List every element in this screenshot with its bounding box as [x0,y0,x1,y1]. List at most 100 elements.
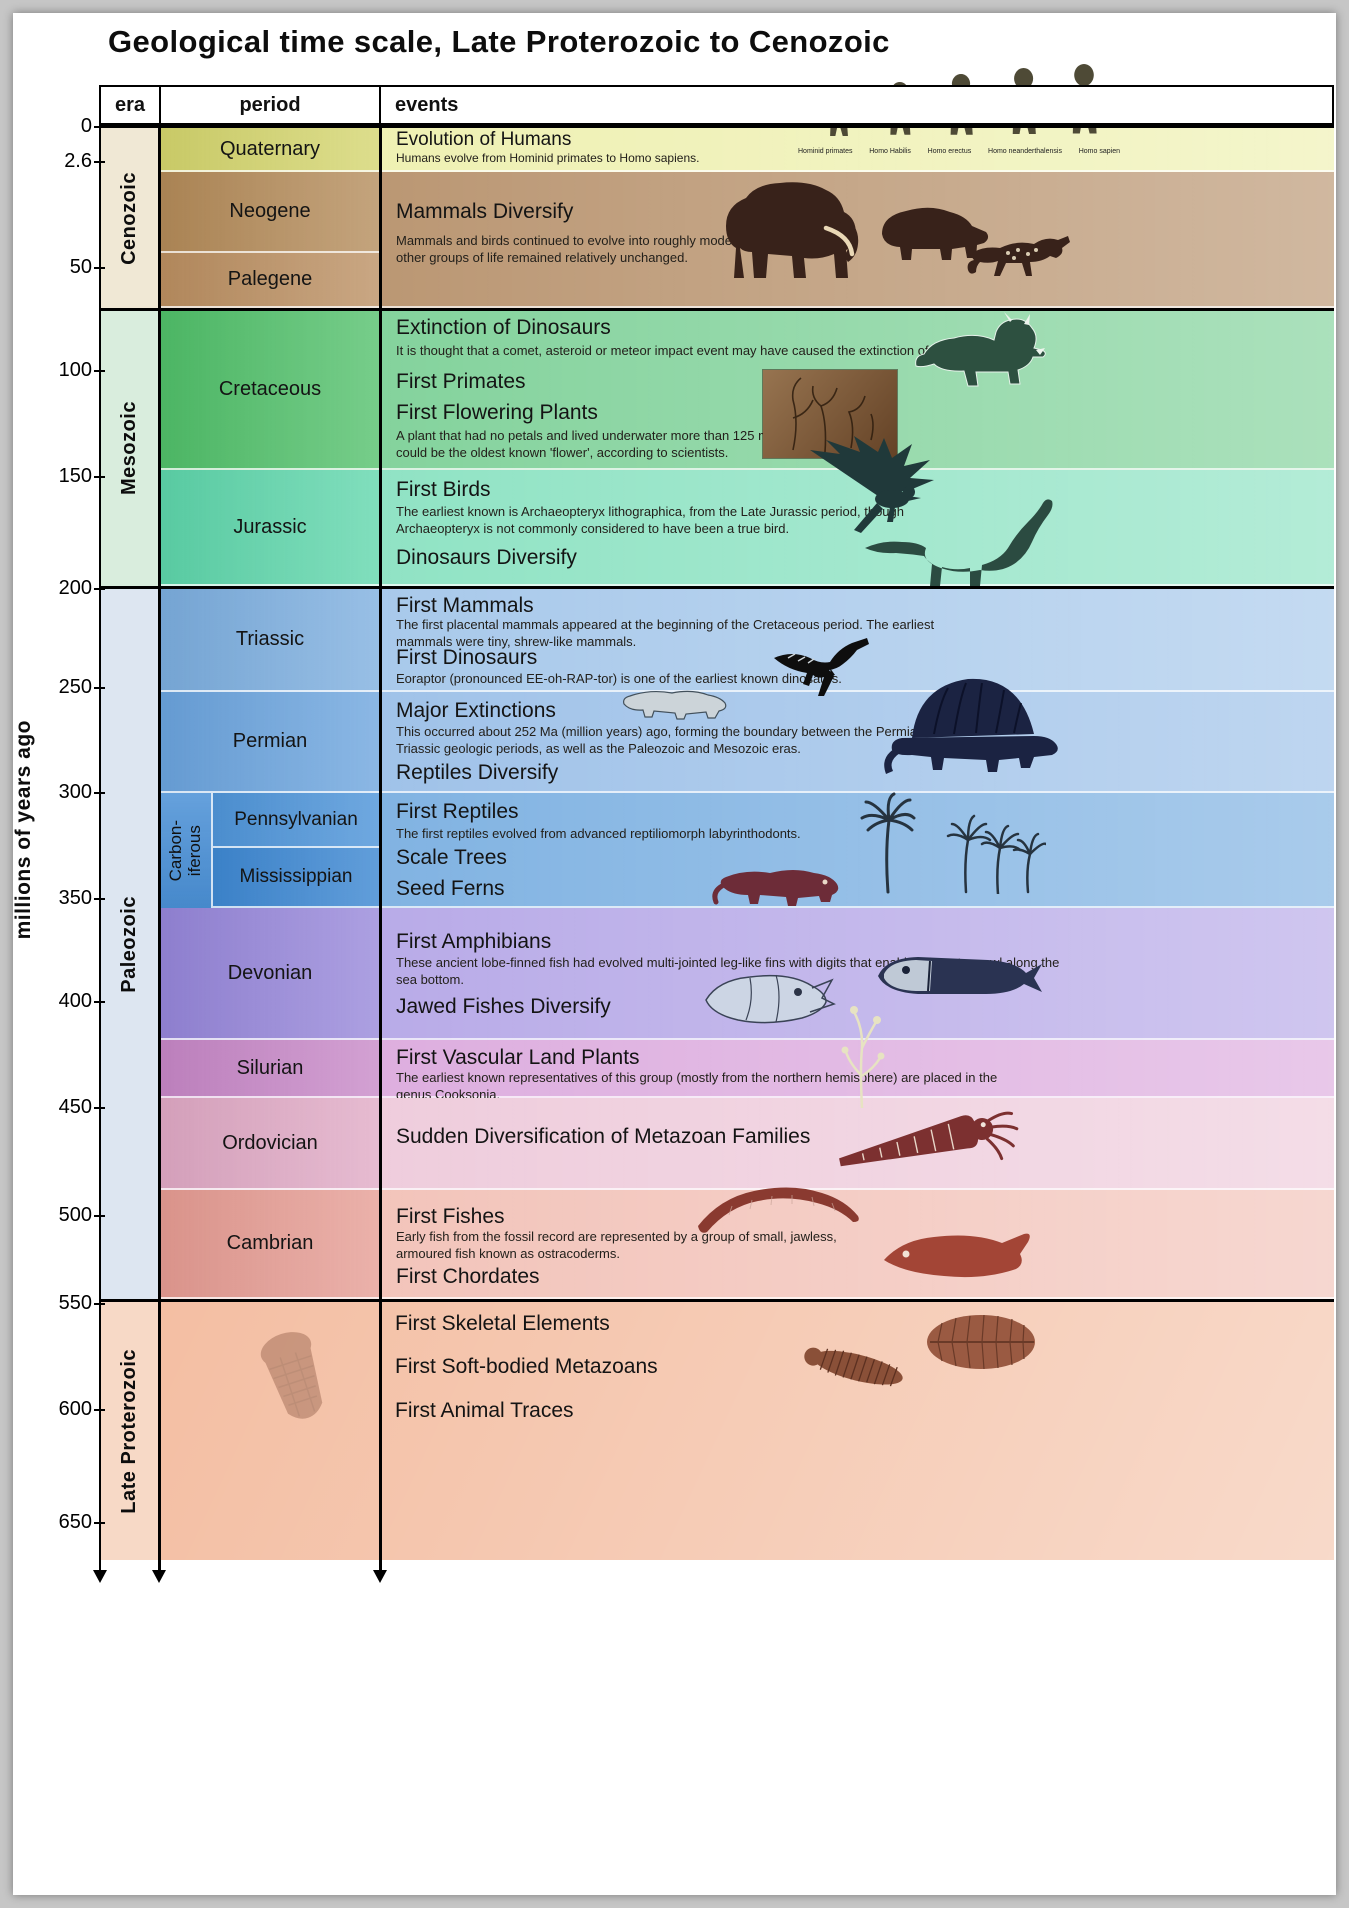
event-heading: Dinosaurs Diversify [396,546,577,569]
column-header-label: period [239,93,301,116]
event-description: The first placental mammals appeared at … [396,617,935,650]
axis-title-text: millions of years ago [12,720,35,940]
event-heading: First Soft-bodied Metazoans [395,1355,658,1378]
period-label: Ordovician [222,1131,318,1154]
page-title: Geological time scale, Late Proterozoic … [108,24,890,59]
chart-top-line [99,125,1334,128]
column-header-label: era [114,93,146,116]
axis-tick: 250 [8,676,105,699]
event-heading: First Amphibians [396,930,552,953]
period-label: Cretaceous [218,378,322,400]
event-description: The earliest known is Archaeopteryx lith… [396,504,904,537]
caption: Hominid primates [798,148,853,155]
axis-tick: 300 [8,781,105,804]
period-label: Mississippian [239,866,353,887]
axis-tick: 50 [8,256,105,279]
event-heading: First Mammals [396,594,534,617]
event-description: It is thought that a comet, asteroid or … [396,343,1014,358]
axis-tick: 400 [8,990,105,1013]
period-cell-carboniferous: Carbon-iferous [161,793,213,908]
period-cell-silurian: Silurian [161,1040,379,1098]
axis-tick: 500 [8,1204,105,1227]
era-column-divider [158,85,161,1572]
axis-tick: 150 [8,465,105,488]
event-heading: Reptiles Diversify [396,761,559,784]
axis-tick: 0 [8,115,105,138]
events-row-devonian: First Amphibians These ancient lobe-finn… [382,908,1334,1040]
axis-title: millions of years ago [12,620,36,1040]
event-heading: Evolution of Humans [396,129,572,150]
event-heading: First Flowering Plants [396,401,598,424]
event-heading: First Chordates [396,1265,540,1288]
period-cell-cretaceous: Cretaceous [161,311,379,470]
event-heading: First Reptiles [396,800,519,823]
period-cell-palegene: Palegene [161,253,379,308]
column-header-label: events [395,93,459,116]
period-cell-pennsylvanian: Pennsylvanian [213,793,379,848]
time-axis-line [99,125,101,1572]
period-label: Quaternary [219,137,321,160]
axis-tick: 650 [8,1511,105,1534]
event-heading: Jawed Fishes Diversify [396,995,611,1018]
events-row-jurassic: First Birds The earliest known is Archae… [382,470,1334,586]
fossil-flower-illustration [763,370,897,458]
event-heading: Sudden Diversification of Metazoan Famil… [396,1125,811,1148]
era-label-late-proterozoic: Late Proterozoic [118,1348,140,1514]
era-cell-paleozoic: Paleozoic [101,589,158,1299]
period-column-divider [379,85,382,1572]
axis-tick: 600 [8,1398,105,1421]
caption: Homo erectus [927,148,972,155]
axis-tick: 100 [8,359,105,382]
period-label: Permian [232,730,308,752]
column-header-period: period [159,85,381,125]
era-label-cenozoic: Cenozoic [118,171,140,265]
event-description: Eoraptor (pronounced EE-oh-RAP-tor) is o… [396,671,842,686]
events-row-quaternary: Evolution of Humans Humans evolve from H… [382,128,1334,172]
axis-tick: 350 [8,887,105,910]
events-row-silurian: First Vascular Land Plants The earliest … [382,1040,1334,1102]
period-label: Cambrian [226,1232,314,1254]
caption: Homo Habilis [869,148,911,155]
events-row-permian: Major Extinctions This occurred about 25… [382,692,1334,793]
era-cell-cenozoic: Cenozoic [101,128,158,308]
event-description: Early fish from the fossil record are re… [396,1229,837,1262]
era-cell-mesozoic: Mesozoic [101,311,158,586]
axis-tick: 550 [8,1292,105,1315]
event-description: This occurred about 252 Ma (million year… [396,724,950,757]
axis-arrow-icon [373,1570,387,1583]
event-description: A plant that had no petals and lived und… [396,428,856,461]
event-heading: First Fishes [396,1205,505,1228]
event-heading: Major Extinctions [396,699,556,722]
period-label: Silurian [236,1056,304,1079]
era-label-paleozoic: Paleozoic [118,895,140,993]
axis-arrow-icon [93,1570,107,1583]
period-cell-mississippian: Mississippian [213,848,379,908]
axis-arrow-icon [152,1570,166,1583]
events-row-ordovician: Sudden Diversification of Metazoan Famil… [382,1098,1334,1190]
period-label: Jurassic [233,515,307,538]
period-label: Triassic [235,628,305,650]
column-header-era: era [99,85,161,125]
events-row-carboniferous: First Reptiles The first reptiles evolve… [382,793,1334,908]
period-label: Neogene [229,200,311,222]
era-boundary-mesozoic-paleozoic [99,586,1334,589]
event-heading: First Animal Traces [395,1399,574,1422]
period-cell-jurassic: Jurassic [161,470,379,586]
events-row-cenozoic: Mammals Diversify Mammals and birds cont… [382,172,1334,308]
era-boundary-cenozoic-mesozoic [99,308,1334,311]
era-boundary-paleozoic-proterozoic [99,1299,1334,1302]
period-cell-triassic: Triassic [161,589,379,692]
events-row-late-proterozoic: First Skeletal Elements First Soft-bodie… [161,1302,1334,1560]
period-cell-ordovician: Ordovician [161,1098,379,1190]
human-evolution-captions: Hominid primates Homo Habilis Homo erect… [798,148,1120,155]
caption: Homo neanderthalensis [988,148,1062,155]
column-header-events: events [379,85,1334,125]
event-heading: Extinction of Dinosaurs [396,316,611,339]
event-description: The first reptiles evolved from advanced… [396,826,801,841]
event-heading: First Vascular Land Plants [396,1046,640,1069]
event-description: These ancient lobe-finned fish had evolv… [396,955,1060,988]
event-heading: First Birds [396,478,491,501]
event-heading: First Skeletal Elements [395,1312,610,1335]
period-label: Devonian [227,961,313,984]
event-description: Humans evolve from Hominid primates to H… [396,151,700,165]
